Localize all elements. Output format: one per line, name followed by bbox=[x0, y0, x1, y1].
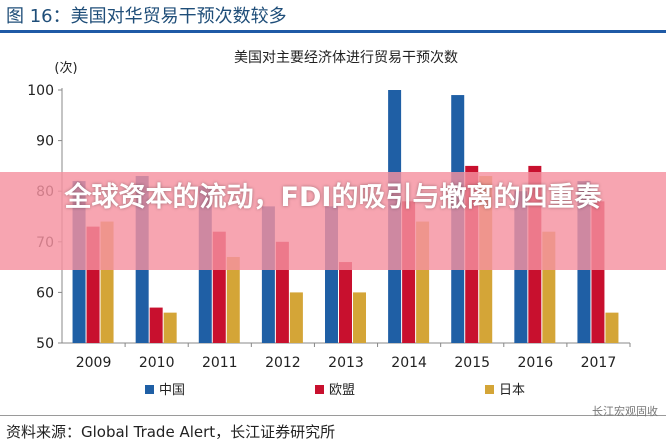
x-tick-label: 2010 bbox=[139, 355, 175, 371]
y-tick-label: 60 bbox=[36, 285, 54, 301]
y-tick-label: 90 bbox=[36, 134, 54, 150]
bar-日本-2011 bbox=[226, 256, 240, 343]
x-tick-label: 2011 bbox=[202, 355, 238, 371]
watermark: 长江宏观固收 bbox=[592, 405, 658, 418]
x-tick-label: 2014 bbox=[391, 355, 427, 371]
bar-日本-2010 bbox=[163, 312, 177, 343]
x-tick-label: 2013 bbox=[328, 355, 364, 371]
title-divider bbox=[0, 30, 666, 33]
y-tick-label: 50 bbox=[36, 336, 54, 352]
bar-欧盟-2010 bbox=[149, 307, 163, 343]
bar-日本-2012 bbox=[289, 292, 303, 343]
footer-divider bbox=[0, 415, 666, 416]
bar-日本-2013 bbox=[353, 292, 366, 343]
legend-label: 中国 bbox=[159, 383, 185, 398]
x-tick-label: 2016 bbox=[518, 355, 554, 371]
y-tick-label: 100 bbox=[27, 83, 54, 99]
legend-swatch-欧盟 bbox=[315, 385, 324, 394]
x-tick-label: 2012 bbox=[265, 355, 301, 371]
overlay-title: 全球资本的流动，FDI的吸引与撤离的四重奏 bbox=[64, 182, 602, 213]
x-tick-label: 2017 bbox=[581, 355, 617, 371]
overlay-banner bbox=[0, 172, 666, 270]
chart-title: 美国对主要经济体进行贸易干预次数 bbox=[234, 50, 458, 66]
source-note: 资料来源：Global Trade Alert，长江证券研究所 bbox=[6, 423, 336, 441]
y-axis-label: (次) bbox=[54, 60, 77, 76]
legend-swatch-中国 bbox=[145, 385, 154, 394]
figure-title: 图 16：美国对华贸易干预次数较多 bbox=[6, 6, 287, 27]
bar-日本-2017 bbox=[605, 312, 619, 343]
bar-欧盟-2013 bbox=[339, 262, 352, 343]
x-tick-label: 2009 bbox=[76, 355, 112, 371]
legend-label: 欧盟 bbox=[329, 383, 355, 398]
legend-label: 日本 bbox=[499, 383, 525, 398]
legend-swatch-日本 bbox=[485, 385, 494, 394]
x-tick-label: 2015 bbox=[454, 355, 490, 371]
